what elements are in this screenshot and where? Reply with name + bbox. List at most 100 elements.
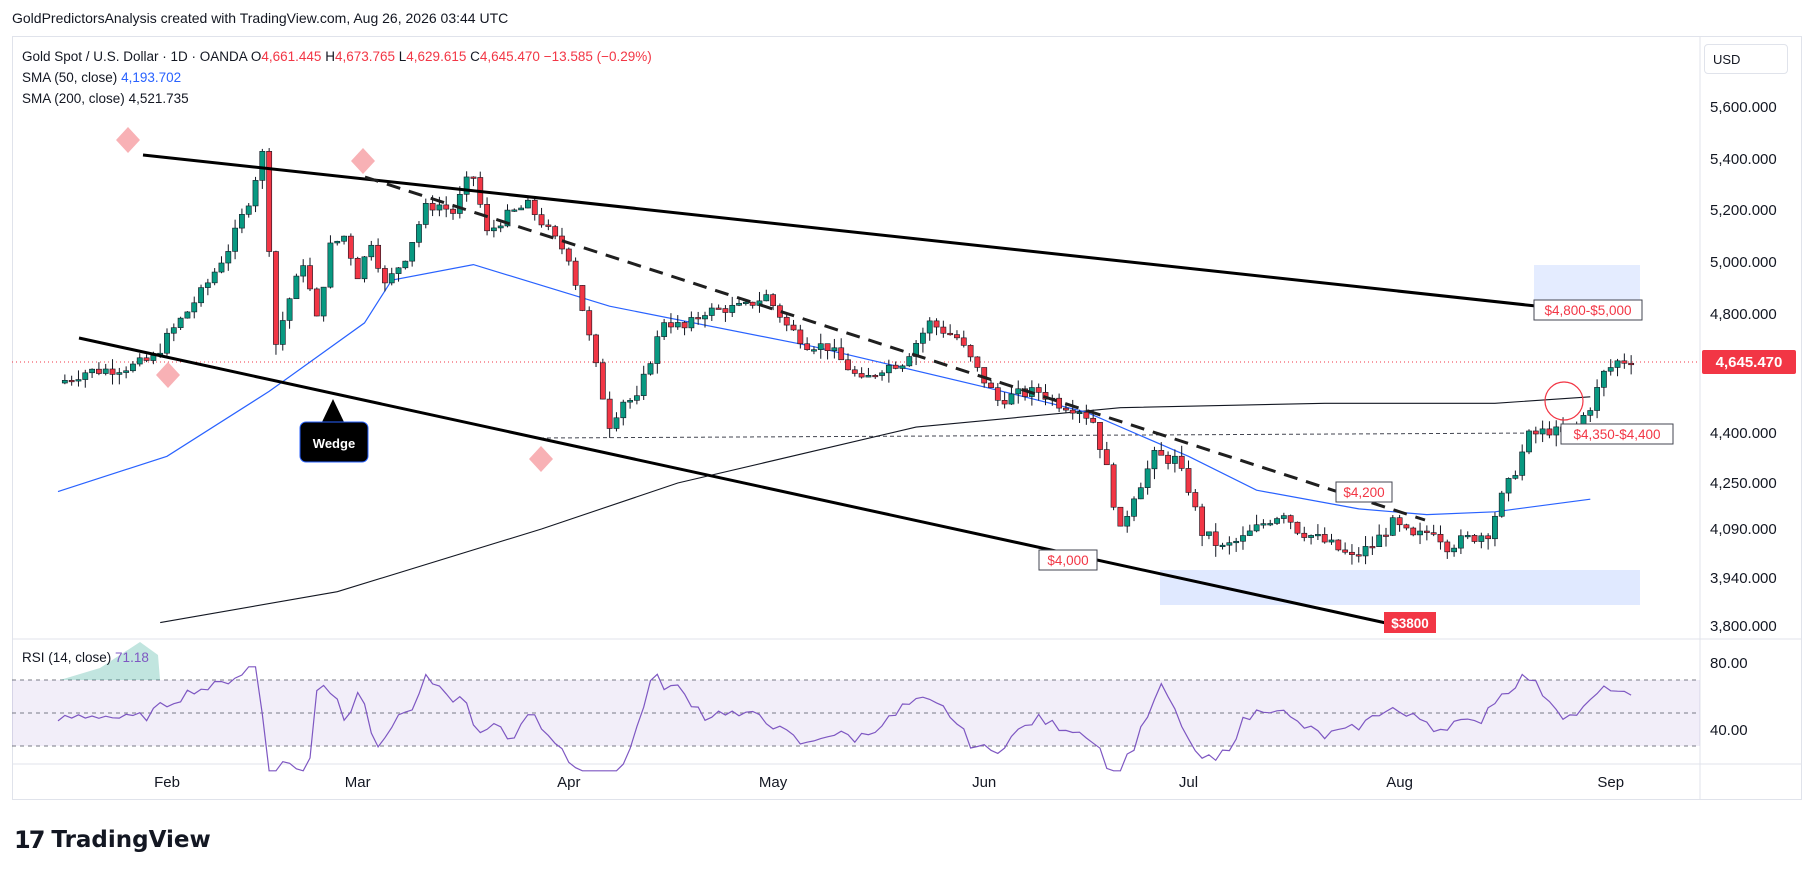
candle-body [225, 251, 232, 264]
candle [1498, 490, 1505, 518]
candle [647, 361, 654, 376]
candle [797, 324, 804, 349]
rsi-legend-label[interactable]: RSI (14, close) [22, 650, 112, 665]
candle [531, 198, 538, 221]
candle [170, 323, 177, 342]
candle-body [1526, 430, 1532, 453]
pivot-arrow-top-1 [116, 127, 140, 153]
candle [511, 208, 518, 212]
candle-body [68, 380, 75, 383]
chart-legend: Gold Spot / U.S. Dollar · 1D · OANDA O4,… [22, 49, 652, 106]
candle [1437, 525, 1444, 550]
level-3800-label: $3800 [1384, 612, 1436, 633]
currency-selector[interactable]: USD [1704, 44, 1788, 74]
candle-body [967, 345, 974, 358]
candle [1001, 392, 1008, 409]
symbol-title[interactable]: Gold Spot / U.S. Dollar · 1D · OANDA [22, 49, 248, 64]
candle [811, 346, 817, 355]
candle-body [790, 324, 797, 331]
candle [341, 235, 347, 245]
candle [702, 311, 708, 328]
candle-body [783, 316, 790, 326]
candle [831, 338, 838, 359]
candle [599, 358, 606, 400]
candle [627, 397, 633, 409]
candle [307, 257, 313, 292]
candle-body [947, 332, 954, 336]
candle-body [593, 334, 599, 364]
candle [1022, 385, 1028, 401]
candle-body [552, 226, 559, 237]
candle [736, 299, 742, 307]
candle [572, 257, 579, 291]
candle-body [613, 417, 620, 429]
candle-body [1097, 422, 1103, 450]
candle-body [1396, 517, 1403, 526]
candle-body [313, 288, 320, 317]
candle [688, 311, 695, 332]
candle [565, 247, 572, 266]
candle [490, 219, 497, 238]
tradingview-logo[interactable]: 17 TradingView [14, 826, 211, 854]
price-tick-label: 4,400.000 [1710, 425, 1777, 442]
candle-body [674, 322, 681, 328]
candle [1008, 385, 1015, 405]
candle [1532, 426, 1539, 444]
candle [252, 176, 259, 213]
candle [123, 366, 130, 379]
candle [613, 412, 620, 432]
candle [456, 186, 463, 219]
candle [61, 374, 68, 385]
candle [552, 224, 559, 240]
candle-body [123, 370, 130, 373]
candle-body [191, 302, 198, 313]
candle-body [695, 317, 702, 320]
tradingview-logo-icon: 17 [14, 826, 45, 854]
candle [1587, 407, 1594, 422]
candle-body [633, 395, 640, 401]
candle-body [130, 363, 136, 372]
time-tick-label: Apr [557, 774, 580, 791]
candle-body [1505, 478, 1512, 494]
sma200-legend-label[interactable]: SMA (200, close) [22, 91, 125, 106]
candle [1614, 358, 1621, 377]
candle-body [994, 387, 1001, 401]
candle-body [954, 334, 960, 339]
candle [1342, 542, 1349, 555]
candle-body [518, 207, 525, 211]
candle-body [1219, 544, 1226, 547]
candle-body [1539, 428, 1546, 435]
candle-body [245, 205, 252, 215]
candle [920, 327, 926, 353]
candle-body [1233, 540, 1240, 544]
candle [845, 353, 851, 371]
candle [1097, 422, 1103, 459]
candle-body [177, 317, 184, 328]
time-tick-label: Sep [1597, 774, 1624, 791]
candle-body [763, 294, 770, 302]
candle [211, 268, 218, 286]
candle-body [1601, 370, 1607, 388]
time-tick-label: Mar [345, 774, 371, 791]
candle-body [504, 209, 511, 227]
candle-body [273, 251, 279, 345]
candle [1628, 355, 1635, 375]
candle-body [1355, 554, 1362, 557]
candle [913, 340, 919, 366]
sma50-legend-label[interactable]: SMA (50, close) [22, 70, 118, 85]
candle [1403, 523, 1410, 531]
candle-body [75, 379, 82, 382]
candle-body [831, 347, 838, 351]
candle-body [232, 227, 238, 252]
candle [286, 297, 293, 329]
candle [933, 318, 940, 336]
ohlc-open: 4,661.445 [261, 49, 322, 64]
candle [1328, 533, 1335, 545]
candle-body [1451, 547, 1457, 553]
candle-body [368, 244, 375, 258]
candle-body [661, 322, 668, 337]
candle [1076, 409, 1083, 424]
candle [885, 359, 892, 383]
candle [988, 379, 994, 388]
